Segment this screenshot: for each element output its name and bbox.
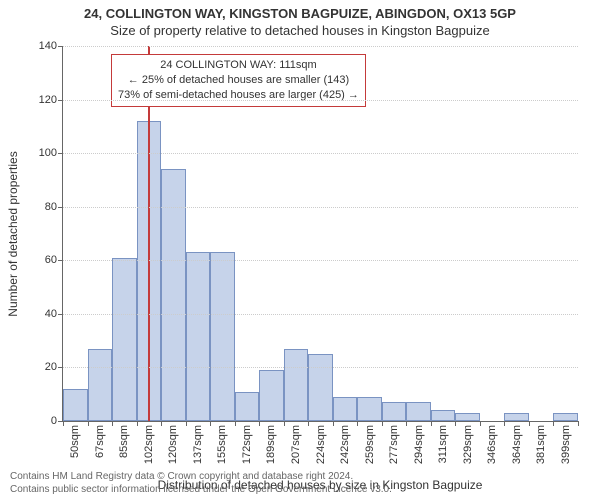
chart-container: 24, COLLINGTON WAY, KINGSTON BAGPUIZE, A… [0, 0, 600, 500]
x-tick-label: 294sqm [413, 425, 425, 464]
x-tick-label: 381sqm [535, 425, 547, 464]
x-tick-label: 120sqm [167, 425, 179, 464]
y-tick-label: 120 [39, 94, 57, 106]
y-tick-mark [58, 367, 63, 368]
y-tick-mark [58, 100, 63, 101]
x-tick-label: 85sqm [118, 425, 130, 458]
histogram-bar [333, 397, 358, 421]
x-tick-label: 207sqm [290, 425, 302, 464]
histogram-bar [406, 402, 431, 421]
x-tick-mark [161, 421, 162, 426]
attribution: Contains HM Land Registry data © Crown c… [10, 471, 392, 496]
x-tick-mark [406, 421, 407, 426]
annotation-line: ← 25% of detached houses are smaller (14… [118, 73, 359, 88]
x-tick-mark [112, 421, 113, 426]
gridline [63, 100, 578, 101]
histogram-bar [63, 389, 88, 421]
annotation-line: 24 COLLINGTON WAY: 111sqm [118, 58, 359, 73]
x-tick-label: 67sqm [94, 425, 106, 458]
x-tick-mark [578, 421, 579, 426]
x-tick-mark [259, 421, 260, 426]
histogram-bar [431, 410, 456, 421]
gridline [63, 46, 578, 47]
chart-zone: Number of detached properties 24 COLLING… [62, 46, 578, 422]
histogram-bar [88, 349, 113, 421]
x-tick-mark [63, 421, 64, 426]
x-tick-label: 329sqm [462, 425, 474, 464]
x-tick-label: 311sqm [437, 425, 449, 463]
plot-area: Number of detached properties 24 COLLING… [62, 46, 578, 422]
x-tick-label: 137sqm [192, 425, 204, 464]
histogram-bar [553, 413, 578, 421]
histogram-bar [186, 252, 211, 421]
histogram-bar [210, 252, 235, 421]
x-tick-label: 364sqm [511, 425, 523, 464]
histogram-bar [308, 354, 333, 421]
y-tick-label: 20 [45, 361, 57, 373]
page-title: 24, COLLINGTON WAY, KINGSTON BAGPUIZE, A… [0, 0, 600, 21]
x-tick-mark [357, 421, 358, 426]
histogram-bar [112, 258, 137, 421]
x-tick-mark [308, 421, 309, 426]
x-tick-mark [88, 421, 89, 426]
x-tick-mark [235, 421, 236, 426]
y-tick-label: 0 [51, 415, 57, 427]
y-tick-label: 80 [45, 201, 57, 213]
y-tick-mark [58, 153, 63, 154]
x-tick-mark [137, 421, 138, 426]
histogram-bar [357, 397, 382, 421]
x-tick-mark [333, 421, 334, 426]
y-tick-mark [58, 314, 63, 315]
attribution-line: Contains public sector information licen… [10, 484, 392, 497]
x-tick-label: 224sqm [315, 425, 327, 464]
x-tick-mark [210, 421, 211, 426]
x-tick-mark [504, 421, 505, 426]
x-tick-label: 346sqm [486, 425, 498, 464]
x-tick-mark [480, 421, 481, 426]
x-tick-label: 259sqm [364, 425, 376, 464]
histogram-bar [504, 413, 529, 421]
gridline [63, 260, 578, 261]
chart-subtitle: Size of property relative to detached ho… [0, 21, 600, 38]
x-tick-label: 399sqm [560, 425, 572, 464]
y-tick-mark [58, 207, 63, 208]
gridline [63, 314, 578, 315]
x-tick-mark [431, 421, 432, 426]
y-tick-label: 40 [45, 308, 57, 320]
x-tick-label: 102sqm [143, 425, 155, 464]
y-tick-label: 100 [39, 147, 57, 159]
x-tick-mark [455, 421, 456, 426]
gridline [63, 367, 578, 368]
x-tick-mark [529, 421, 530, 426]
gridline [63, 207, 578, 208]
histogram-bar [259, 370, 284, 421]
x-tick-mark [284, 421, 285, 426]
gridline [63, 153, 578, 154]
x-tick-label: 189sqm [265, 425, 277, 464]
x-tick-label: 155sqm [216, 425, 228, 464]
histogram-bar [382, 402, 407, 421]
y-axis-label: Number of detached properties [6, 151, 20, 316]
attribution-line: Contains HM Land Registry data © Crown c… [10, 471, 392, 484]
x-tick-mark [553, 421, 554, 426]
y-tick-mark [58, 46, 63, 47]
x-tick-mark [382, 421, 383, 426]
histogram-bar [455, 413, 480, 421]
x-tick-label: 242sqm [339, 425, 351, 464]
x-tick-label: 50sqm [69, 425, 81, 458]
y-tick-mark [58, 260, 63, 261]
y-tick-label: 60 [45, 254, 57, 266]
histogram-bar [284, 349, 309, 421]
x-tick-mark [186, 421, 187, 426]
x-tick-label: 172sqm [241, 425, 253, 464]
histogram-bar [235, 392, 260, 421]
y-tick-label: 140 [39, 40, 57, 52]
x-tick-label: 277sqm [388, 425, 400, 464]
